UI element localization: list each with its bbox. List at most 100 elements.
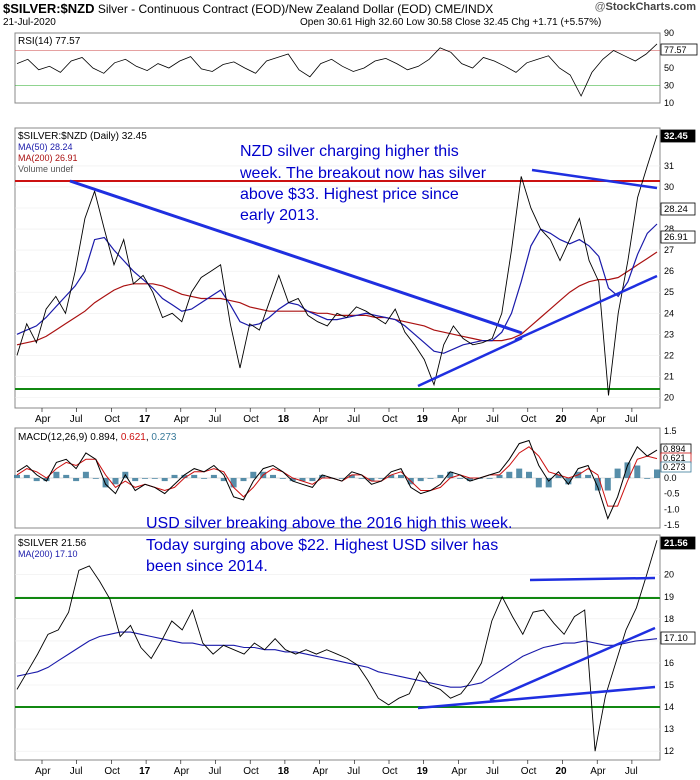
- nzd-tick-label: 23: [664, 329, 674, 339]
- macd-hist-bar: [545, 478, 552, 488]
- macd-hist-bar: [447, 471, 454, 479]
- usd-legend-price: $SILVER 21.56: [18, 538, 87, 549]
- usd-frame: [14, 534, 661, 761]
- rsi-value-badge: [660, 43, 698, 56]
- macd-hist-bar: [319, 474, 326, 478]
- x-tick-label: Jul: [486, 766, 499, 777]
- macd-hist-bar: [181, 474, 188, 478]
- nzd-value-badge-text: 28.24: [664, 204, 688, 215]
- macd-hist-bar: [437, 474, 444, 478]
- macd-hist-bar: [604, 478, 611, 491]
- macd-hist-bar: [466, 478, 473, 482]
- macd-hist-bar: [457, 478, 464, 479]
- x-tick-label: Oct: [243, 414, 259, 425]
- usd-annotation-1: USD silver breaking above the 2016 high …: [146, 515, 512, 532]
- x-tick-label: Jul: [70, 414, 83, 425]
- macd-value-badge-text: 0.621: [663, 453, 686, 463]
- x-tick-label: 18: [278, 766, 290, 777]
- macd-hist-bar: [23, 474, 30, 478]
- x-tick-label: Oct: [521, 414, 537, 425]
- nzd-tick-label: 28: [664, 224, 674, 234]
- usd-tick-label: 14: [664, 702, 674, 712]
- nzd-uptrend-line-2: [514, 274, 658, 342]
- nzd-tick-label: 22: [664, 350, 674, 360]
- x-tick-label: Jul: [625, 414, 638, 425]
- macd-hist-bar: [516, 468, 523, 478]
- macd-hist-bar: [506, 471, 513, 479]
- macd-hist-bar: [92, 478, 99, 479]
- x-tick-label: Oct: [104, 766, 120, 777]
- macd-hist-bar: [368, 478, 375, 482]
- macd-hist-bar: [535, 478, 542, 488]
- usd-panel: $SILVER 21.56 MA(200) 17.10 USD silver b…: [14, 515, 696, 761]
- macd-hist-bar: [555, 474, 562, 478]
- nzd-price-line: [16, 135, 658, 396]
- macd-tick-label: -1.5: [664, 520, 680, 530]
- rsi-tick-label: 30: [664, 81, 674, 91]
- macd-hist-bar: [14, 474, 20, 478]
- usd-ma200-line: [16, 631, 658, 688]
- symbol-description: Silver - Continuous Contract (EOD)/New Z…: [97, 2, 494, 16]
- nzd-legend-price: $SILVER:$NZD (Daily) 32.45: [18, 131, 147, 142]
- macd-hist-bar: [585, 474, 592, 478]
- x-tick-label: Jul: [209, 766, 222, 777]
- macd-hist-bar: [388, 474, 395, 478]
- macd-hist-bar: [191, 474, 198, 478]
- macd-hist-bar: [132, 478, 139, 482]
- x-axis-lower: Apr Jul Oct 17 Apr Jul Oct 18 Apr Jul Oct 19 Apr Jul O…: [35, 760, 638, 777]
- brand-at: @: [594, 1, 606, 13]
- x-tick-label: Apr: [35, 766, 51, 777]
- usd-tick-label: 20: [664, 570, 674, 580]
- usd-uptrend-line: [489, 626, 656, 702]
- macd-line: [16, 439, 658, 520]
- x-tick-label: Apr: [313, 414, 329, 425]
- macd-hist-bar: [250, 471, 257, 479]
- symbol: $SILVER:$NZD: [3, 1, 95, 16]
- macd-hist-bar: [614, 468, 621, 478]
- macd-value-badge-text: 0.894: [663, 444, 686, 454]
- nzd-tick-label: 24: [664, 308, 674, 318]
- nzd-annotation-1: NZD silver charging higher this: [240, 143, 459, 160]
- nzd-legend-volume: Volume undef: [18, 164, 74, 174]
- rsi-axis: 907050301077.57: [660, 28, 698, 108]
- macd-hist-bar: [594, 478, 601, 491]
- rsi-tick-label: 90: [664, 28, 674, 38]
- nzd-tick-label: 20: [664, 393, 674, 403]
- macd-hist-bar: [565, 478, 572, 485]
- nzd-panel: $SILVER:$NZD (Daily) 32.45 MA(50) 28.24 …: [14, 127, 696, 409]
- macd-hist-bar: [63, 474, 70, 478]
- x-tick-label: Apr: [35, 414, 51, 425]
- rsi-frame: [14, 32, 661, 104]
- macd-hist-bar: [358, 478, 365, 479]
- usd-value-badge: [660, 536, 696, 550]
- macd-hist-bar: [142, 478, 148, 479]
- macd-hist-bar: [53, 471, 60, 479]
- x-tick-label: 17: [139, 766, 151, 777]
- usd-lower-trend-line: [417, 685, 656, 710]
- rsi-line: [16, 43, 658, 97]
- macd-hist-bar: [496, 474, 503, 478]
- macd-hist-bar: [348, 474, 355, 478]
- rsi-tick-label: 50: [664, 63, 674, 73]
- x-tick-label: Apr: [451, 766, 467, 777]
- macd-label-main: MACD(12,26,9) 0.894,: [18, 432, 121, 443]
- nzd-tick-label: 25: [664, 287, 674, 297]
- macd-value-badge-text: 0.273: [663, 462, 686, 472]
- x-tick-label: 20: [556, 414, 568, 425]
- rsi-tick-label: 10: [664, 98, 674, 108]
- macd-panel: MACD(12,26,9) 0.894, 0.621, 0.273 1.51.0…: [14, 426, 692, 530]
- nzd-legend-ma200: MA(200) 26.91: [18, 153, 78, 163]
- macd-hist-bar: [210, 474, 217, 478]
- nzd-annotation-3: above $33. Highest price since: [240, 186, 459, 203]
- x-tick-label: 20: [556, 766, 568, 777]
- macd-hist-bar: [112, 478, 119, 485]
- macd-hist-bar: [624, 462, 631, 478]
- x-tick-label: Jul: [486, 414, 499, 425]
- rsi-panel: RSI(14) 77.57 907050301077.57: [14, 28, 698, 108]
- macd-histogram: [14, 462, 660, 491]
- x-tick-label: Apr: [174, 766, 190, 777]
- nzd-downtrend-line: [69, 179, 523, 335]
- usd-tick-label: 16: [664, 658, 674, 668]
